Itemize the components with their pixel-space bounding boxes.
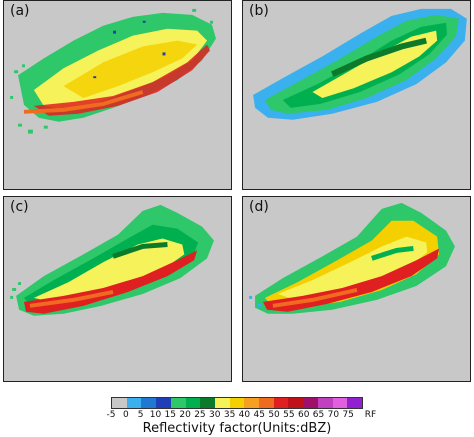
colorbar-segment bbox=[156, 398, 171, 408]
colorbar-tick-label: 35 bbox=[223, 410, 236, 420]
colorbar-segment bbox=[288, 398, 304, 408]
colorbar-tick-label: 45 bbox=[253, 410, 265, 420]
colorbar-tick-label: 15 bbox=[164, 410, 177, 420]
colorbar-tick-label: 25 bbox=[194, 410, 206, 420]
colorbar-tick-label: 65 bbox=[312, 410, 325, 420]
colorbar-tick-label: 75 bbox=[342, 410, 354, 420]
colorbar-segment bbox=[112, 398, 127, 408]
colorbar-tick-label: 30 bbox=[209, 410, 221, 420]
colorbar-segment bbox=[317, 398, 333, 408]
colorbar-segment bbox=[185, 398, 201, 408]
panel-b-label: (b) bbox=[249, 3, 269, 19]
colorbar-segment bbox=[303, 398, 318, 408]
colorbar-segment bbox=[273, 398, 289, 408]
panel-c: (c) bbox=[3, 196, 232, 382]
colorbar-tick-label: 0 bbox=[122, 410, 129, 420]
colorbar-segment bbox=[229, 398, 245, 408]
colorbar-ticks: -5 0 5 10 15 20 25 30 35 40 45 50 55 60 65 70 75 RF bbox=[107, 410, 377, 422]
colorbar-tick-label: 5 bbox=[137, 410, 144, 420]
colorbar-segment bbox=[259, 398, 274, 408]
colorbar-segment bbox=[332, 398, 348, 408]
colorbar bbox=[111, 397, 363, 409]
radar-image-c bbox=[10, 204, 214, 316]
radar-image-d bbox=[249, 202, 455, 314]
colorbar-segment bbox=[244, 398, 260, 408]
radar-image-a bbox=[10, 8, 216, 134]
colorbar-tick-label: -5 bbox=[106, 410, 116, 420]
colorbar-segment bbox=[214, 398, 230, 408]
colorbar-tick-label: 60 bbox=[297, 410, 310, 420]
panel-b: (b) bbox=[242, 0, 471, 190]
colorbar-segment bbox=[170, 398, 186, 408]
radar-image-b bbox=[253, 8, 467, 120]
panel-d-label: (d) bbox=[249, 199, 269, 215]
colorbar-tick-label: RF bbox=[364, 410, 377, 420]
colorbar-tick-label: 40 bbox=[238, 410, 251, 420]
colorbar-segment bbox=[347, 398, 362, 408]
panel-a-label: (a) bbox=[10, 3, 30, 19]
colorbar-tick-label: 70 bbox=[327, 410, 340, 420]
colorbar-title: Reflectivity factor(Units:dBZ) bbox=[142, 421, 332, 436]
colorbar-segment bbox=[126, 398, 142, 408]
colorbar-segment bbox=[141, 398, 157, 408]
colorbar-tick-label: 20 bbox=[179, 410, 191, 420]
colorbar-tick-label: 55 bbox=[283, 410, 295, 420]
panel-a: (a) bbox=[3, 0, 232, 190]
colorbar-tick-label: 10 bbox=[149, 410, 162, 420]
panel-d: (d) bbox=[242, 196, 471, 382]
colorbar-tick-label: 50 bbox=[268, 410, 280, 420]
colorbar-segment bbox=[200, 398, 215, 408]
panel-c-label: (c) bbox=[10, 199, 29, 215]
